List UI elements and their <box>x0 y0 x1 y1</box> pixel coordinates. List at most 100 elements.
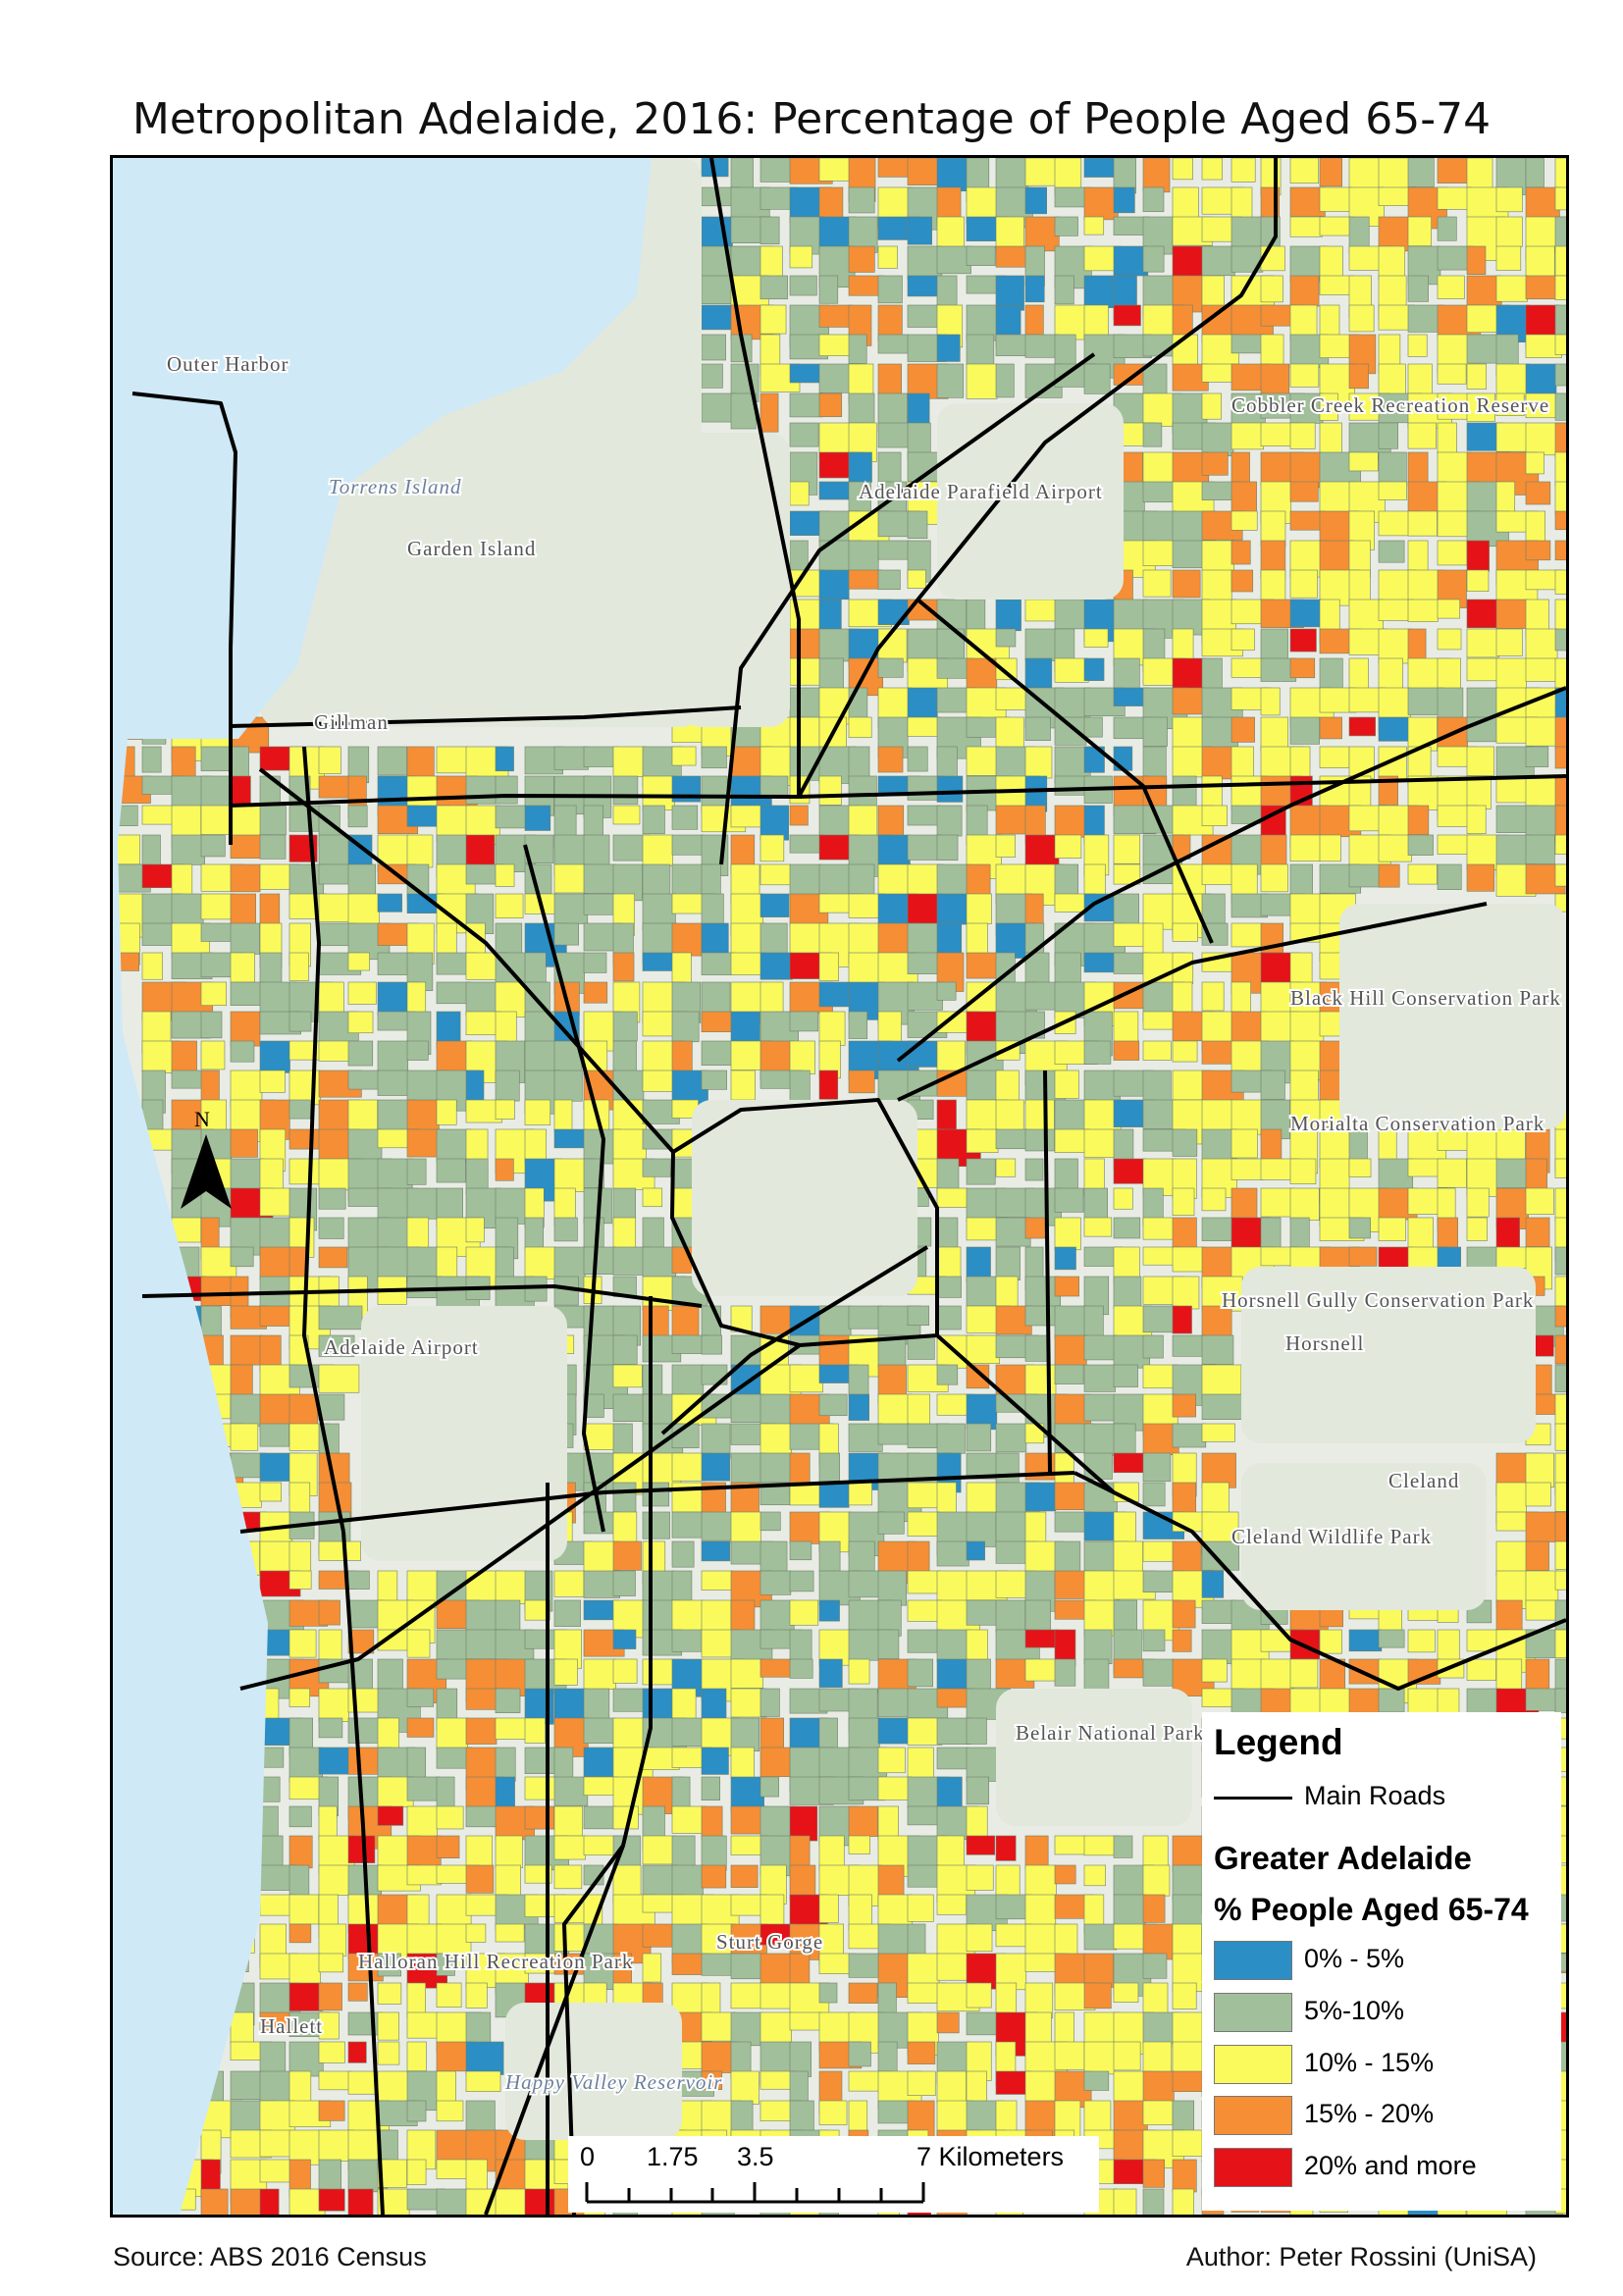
census-area <box>936 893 969 925</box>
census-area <box>966 1982 992 2009</box>
census-area <box>1201 1334 1234 1365</box>
census-area <box>436 2070 456 2106</box>
census-area <box>1495 186 1523 213</box>
census-area <box>701 1334 722 1355</box>
main-roads-layer <box>131 158 1566 2215</box>
census-area <box>848 2041 871 2067</box>
census-area <box>1024 1658 1060 1682</box>
census-area <box>907 805 941 826</box>
census-area <box>1378 540 1405 563</box>
census-area <box>642 834 674 866</box>
census-area <box>1378 422 1398 449</box>
census-area <box>1378 775 1398 806</box>
census-area <box>1437 863 1462 890</box>
census-area <box>759 1776 779 1798</box>
census-area <box>1525 481 1551 505</box>
census-area <box>848 1305 882 1330</box>
census-area <box>1230 1187 1258 1219</box>
census-area <box>642 1305 669 1338</box>
census-area <box>377 1982 402 2005</box>
census-area <box>1024 1334 1049 1362</box>
census-area <box>701 952 736 975</box>
census-area <box>1113 1158 1146 1184</box>
census-area <box>1113 1276 1142 1309</box>
census-area <box>1172 1128 1198 1157</box>
census-area <box>1172 1276 1200 1310</box>
census-area <box>701 1423 731 1459</box>
census-area <box>1554 216 1566 255</box>
census-area <box>818 1717 838 1749</box>
place-label: Belair National Park <box>1016 1721 1205 1745</box>
census-area <box>406 1187 438 1220</box>
census-area <box>1348 451 1379 472</box>
census-area <box>730 1747 755 1779</box>
main-road <box>897 902 1488 1102</box>
census-area <box>347 952 370 971</box>
census-area <box>701 1011 732 1032</box>
census-area <box>495 1011 517 1045</box>
park-area <box>1339 904 1566 1129</box>
census-area <box>1230 628 1255 652</box>
census-area <box>642 1482 670 1507</box>
census-area <box>1113 1835 1133 1858</box>
census-area <box>995 245 1029 268</box>
census-area <box>1083 2100 1112 2132</box>
census-area <box>1554 1276 1566 1307</box>
census-area <box>789 1864 816 1901</box>
census-area <box>907 746 928 772</box>
census-area <box>259 2041 287 2077</box>
census-area <box>1319 1629 1342 1654</box>
census-area <box>1437 1246 1461 1270</box>
census-area <box>1525 1217 1550 1247</box>
census-area <box>495 1688 521 1713</box>
census-area <box>406 1776 441 1801</box>
census-area <box>1525 746 1549 767</box>
census-area <box>318 2070 352 2091</box>
census-area <box>259 952 283 986</box>
census-area <box>1083 1393 1116 1422</box>
census-area <box>701 1776 721 1801</box>
census-area <box>848 1393 869 1421</box>
census-area <box>288 1953 321 1987</box>
census-area <box>877 540 912 560</box>
census-area <box>848 186 875 214</box>
census-area <box>1172 1982 1197 2009</box>
census-area <box>612 952 635 982</box>
census-area <box>1172 1040 1198 1063</box>
census-area <box>1319 216 1354 236</box>
census-area <box>1142 1953 1168 1979</box>
census-area <box>1289 716 1320 745</box>
census-area <box>1142 245 1165 273</box>
main-road <box>258 767 675 1154</box>
census-area <box>1554 1629 1566 1658</box>
census-area <box>1024 1923 1059 1956</box>
census-area <box>1378 481 1407 500</box>
place-label: Cleland <box>1388 1469 1459 1492</box>
census-area <box>1348 1217 1371 1239</box>
census-area <box>1289 481 1319 502</box>
census-area <box>347 2011 383 2036</box>
census-area <box>288 1805 312 1828</box>
census-area <box>1554 746 1566 769</box>
census-area <box>995 628 1017 648</box>
census-area <box>1466 392 1495 422</box>
census-area <box>759 1747 791 1778</box>
census-area <box>200 981 228 1007</box>
census-area <box>1230 158 1256 183</box>
census-area <box>966 1276 997 1307</box>
census-area <box>612 1540 642 1571</box>
census-area <box>1172 687 1205 715</box>
census-area <box>818 158 852 182</box>
census-area <box>1172 2070 1204 2093</box>
census-area <box>1554 1570 1566 1591</box>
census-area <box>848 1835 871 1854</box>
census-area <box>1554 1452 1566 1495</box>
census-area <box>347 1011 374 1034</box>
main-road <box>484 1845 625 2215</box>
census-area <box>1407 158 1435 187</box>
census-area <box>583 1776 618 1796</box>
census-area <box>1466 599 1499 629</box>
census-area <box>848 687 868 720</box>
census-area <box>759 1599 795 1636</box>
census-area <box>1201 1540 1239 1571</box>
